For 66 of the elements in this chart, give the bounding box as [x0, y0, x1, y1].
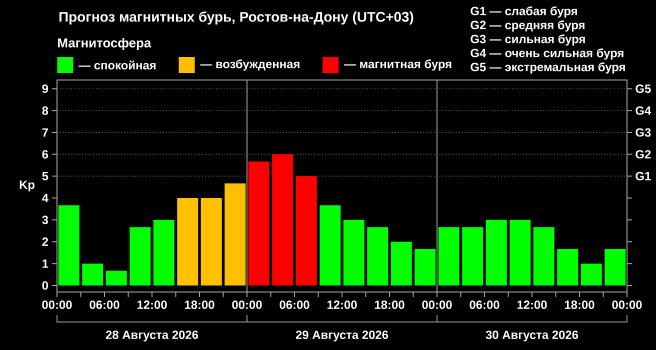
x-tick-label: 12:00: [517, 300, 547, 309]
text: 28 Августа 2026: [106, 330, 198, 342]
y-tick-label: 6: [42, 150, 48, 159]
y-tick-label: 0: [42, 281, 48, 290]
y-tick-label: 2: [42, 238, 48, 246]
text: 29 Августа 2026: [296, 330, 388, 342]
bar: [462, 227, 484, 286]
y-axis-title: Kp: [20, 180, 35, 192]
y-tick-label: 3: [42, 216, 48, 224]
x-tick-label: 00:00: [232, 300, 262, 309]
bar: [130, 227, 151, 286]
text: G5 — экстремальная буря: [470, 62, 625, 74]
x-tick-label: 12:00: [327, 300, 357, 309]
legend-label: — магнитная буря: [344, 59, 452, 71]
text: G2 — средняя буря: [470, 20, 584, 32]
bar: [248, 162, 270, 286]
text: 30 Августа 2026: [486, 330, 578, 342]
x-tick-label: 06:00: [470, 300, 500, 309]
ref-line-label: G4: [636, 106, 652, 115]
ref-line-label: G1: [636, 172, 651, 180]
text: G3 — сильная буря: [470, 34, 585, 46]
bar: [82, 264, 104, 286]
text: G1 — слабая буря: [470, 6, 577, 18]
x-tick-label: 18:00: [564, 300, 594, 309]
x-tick-label: 18:00: [374, 300, 404, 309]
x-tick-label: 06:00: [90, 300, 120, 309]
chart-title: Прогноз магнитных бурь, Ростов-на-Дону (UTC+03): [59, 11, 414, 25]
bar: [200, 198, 222, 286]
legend-title: Магнитосфера: [58, 38, 152, 50]
y-tick-label: 5: [42, 172, 48, 180]
bar: [367, 227, 388, 286]
x-tick-label: 12:00: [137, 300, 167, 309]
y-tick-label: 1: [42, 259, 48, 268]
bar: [533, 227, 554, 286]
x-tick-label: 00:00: [612, 300, 642, 309]
bar: [580, 264, 602, 286]
bar: [177, 198, 198, 286]
bar: [153, 220, 174, 286]
bar: [296, 176, 317, 286]
bar: [414, 248, 436, 286]
y-tick-label: 9: [42, 84, 48, 93]
bar: [486, 220, 507, 286]
bar: [604, 248, 626, 286]
bar: [390, 242, 412, 286]
bar: [272, 154, 294, 286]
text: G4 — очень сильная буря: [470, 48, 624, 60]
bar: [224, 183, 246, 286]
bar: [320, 205, 341, 286]
bar: [106, 270, 127, 286]
y-tick-label: 8: [42, 106, 48, 115]
ref-line-label: G5: [636, 84, 651, 93]
bar: [58, 205, 80, 286]
legend-label: — возбужденная: [200, 59, 300, 71]
ref-line-label: G2: [636, 150, 651, 159]
y-tick-label: 7: [42, 128, 48, 137]
ref-line-label: G3: [636, 128, 651, 137]
x-tick-label: 00:00: [42, 300, 72, 309]
legend-label: — спокойная: [78, 60, 156, 70]
bar: [510, 220, 531, 286]
bar: [343, 220, 364, 286]
y-tick-label: 4: [42, 194, 48, 202]
x-tick-label: 06:00: [280, 300, 310, 309]
x-tick-label: 00:00: [422, 300, 452, 309]
x-tick-label: 18:00: [184, 300, 214, 309]
bar: [557, 248, 578, 286]
bar: [438, 227, 460, 286]
